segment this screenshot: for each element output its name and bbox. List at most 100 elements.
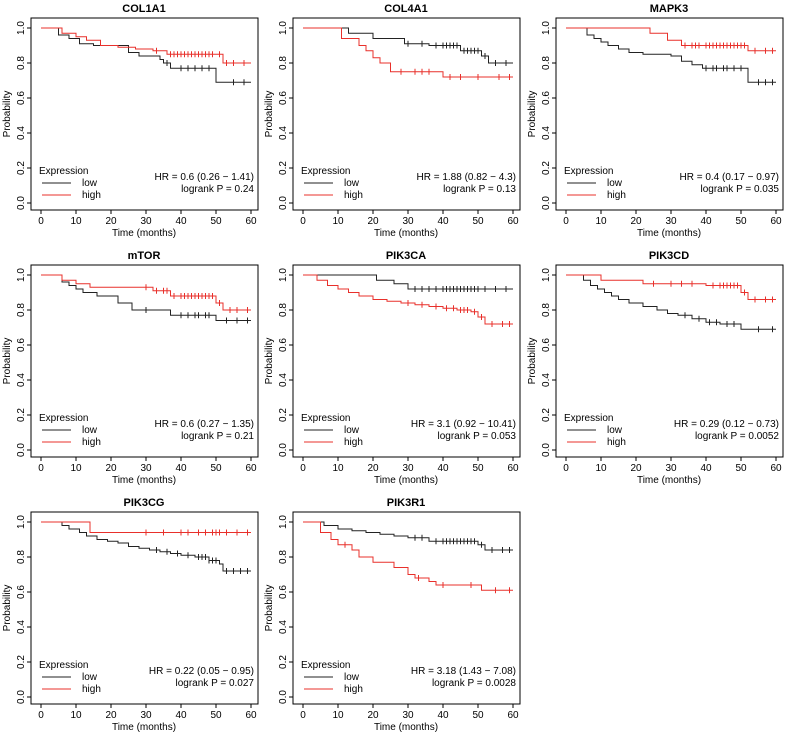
- x-tick-label: 40: [437, 216, 449, 227]
- legend-title: Expression: [564, 166, 613, 177]
- hazard-ratio: HR = 0.6 (0.26 − 1.41): [154, 172, 254, 183]
- legend-label-high: high: [607, 437, 626, 448]
- x-axis-label: Time (months): [637, 228, 701, 239]
- legend-title: Expression: [39, 166, 88, 177]
- x-tick-label: 0: [300, 216, 306, 227]
- x-tick-label: 50: [472, 710, 484, 721]
- y-tick-label: 0.4: [16, 620, 27, 634]
- y-tick-label: 1.0: [16, 268, 27, 282]
- x-tick-label: 30: [402, 463, 414, 474]
- y-axis-label: Probability: [264, 91, 275, 138]
- legend-title: Expression: [564, 413, 613, 424]
- legend-title: Expression: [39, 660, 88, 671]
- y-tick-label: 0.4: [541, 373, 552, 387]
- x-axis-label: Time (months): [374, 228, 438, 239]
- legend-label-high: high: [82, 190, 101, 201]
- x-tick-label: 50: [735, 216, 747, 227]
- x-tick-label: 10: [332, 463, 344, 474]
- plot-frame: [292, 264, 521, 458]
- x-axis-label: Time (months): [112, 722, 176, 733]
- y-tick-label: 0.6: [278, 91, 289, 105]
- legend-title: Expression: [301, 413, 350, 424]
- x-tick-label: 60: [507, 216, 519, 227]
- y-tick-label: 0.4: [16, 373, 27, 387]
- panel-title: PIK3CD: [649, 250, 689, 262]
- x-tick-label: 60: [507, 710, 519, 721]
- panel-title: PIK3CA: [386, 250, 426, 262]
- km-panel-mapk3: MAPK3 0.0 0.2 0.4 0.6 0.8 1.0 0 10 20 30 40 50 60 Time…: [527, 3, 784, 239]
- x-tick-label: 20: [105, 216, 117, 227]
- x-axis-label: Time (months): [112, 228, 176, 239]
- x-tick-label: 60: [245, 216, 257, 227]
- x-tick-label: 60: [770, 463, 782, 474]
- km-curve-low: [41, 274, 251, 321]
- km-curve-high: [566, 27, 776, 52]
- x-tick-label: 10: [70, 710, 82, 721]
- legend-title: Expression: [301, 166, 350, 177]
- x-tick-label: 10: [595, 216, 607, 227]
- panel-title: MAPK3: [650, 3, 689, 15]
- legend-label-low: low: [344, 425, 360, 436]
- y-tick-label: 0.0: [541, 443, 552, 457]
- km-curve-high: [41, 521, 251, 533]
- y-tick-label: 0.0: [278, 196, 289, 210]
- plot-frame: [30, 264, 259, 458]
- legend-label-high: high: [607, 190, 626, 201]
- x-tick-label: 30: [140, 216, 152, 227]
- x-axis-label: Time (months): [637, 475, 701, 486]
- y-axis-label: Probability: [264, 338, 275, 385]
- y-tick-label: 0.6: [16, 585, 27, 599]
- logrank-p: logrank P = 0.21: [181, 431, 254, 442]
- y-axis-label: Probability: [264, 585, 275, 632]
- y-tick-label: 1.0: [278, 268, 289, 282]
- panel-title: PIK3CG: [124, 497, 165, 509]
- y-tick-label: 0.2: [278, 161, 289, 175]
- legend-label-low: low: [344, 672, 360, 683]
- x-tick-label: 10: [70, 216, 82, 227]
- km-curve-low: [303, 274, 513, 290]
- y-tick-label: 0.6: [16, 91, 27, 105]
- y-tick-label: 0.2: [16, 408, 27, 422]
- x-axis-label: Time (months): [374, 475, 438, 486]
- y-tick-label: 0.4: [278, 620, 289, 634]
- x-tick-label: 40: [700, 463, 712, 474]
- legend-title: Expression: [301, 660, 350, 671]
- y-tick-label: 1.0: [16, 21, 27, 35]
- y-tick-label: 0.6: [541, 338, 552, 352]
- y-tick-label: 0.2: [16, 161, 27, 175]
- km-curve-low: [566, 274, 776, 330]
- hazard-ratio: HR = 0.22 (0.05 − 0.95): [149, 666, 254, 677]
- y-tick-label: 0.0: [16, 196, 27, 210]
- x-tick-label: 20: [367, 710, 379, 721]
- x-tick-label: 50: [735, 463, 747, 474]
- y-tick-label: 0.2: [16, 655, 27, 669]
- legend-label-low: low: [607, 178, 623, 189]
- km-curve-high: [303, 521, 513, 591]
- x-tick-label: 0: [38, 463, 44, 474]
- x-tick-label: 60: [245, 463, 257, 474]
- x-tick-label: 0: [563, 463, 569, 474]
- x-tick-label: 30: [402, 216, 414, 227]
- x-tick-label: 20: [105, 710, 117, 721]
- y-axis-label: Probability: [2, 585, 13, 632]
- x-tick-label: 30: [665, 463, 677, 474]
- y-tick-label: 0.6: [278, 585, 289, 599]
- x-tick-label: 10: [332, 216, 344, 227]
- plot-frame: [30, 511, 259, 705]
- legend-label-low: low: [82, 672, 98, 683]
- km-panel-col4a1: COL4A1 0.0 0.2 0.4 0.6 0.8 1.0 0 10 20 30 40 50 60 Tim…: [264, 3, 521, 239]
- y-tick-label: 0.8: [541, 303, 552, 317]
- legend-label-high: high: [82, 437, 101, 448]
- x-tick-label: 10: [70, 463, 82, 474]
- y-tick-label: 0.2: [541, 161, 552, 175]
- legend-label-high: high: [82, 684, 101, 695]
- y-tick-label: 0.4: [541, 126, 552, 140]
- y-tick-label: 0.0: [16, 690, 27, 704]
- y-tick-label: 0.8: [16, 56, 27, 70]
- x-tick-label: 50: [472, 463, 484, 474]
- x-tick-label: 40: [700, 216, 712, 227]
- y-tick-label: 0.6: [16, 338, 27, 352]
- km-curve-high: [303, 27, 513, 78]
- x-tick-label: 40: [175, 463, 187, 474]
- logrank-p: logrank P = 0.24: [181, 184, 254, 195]
